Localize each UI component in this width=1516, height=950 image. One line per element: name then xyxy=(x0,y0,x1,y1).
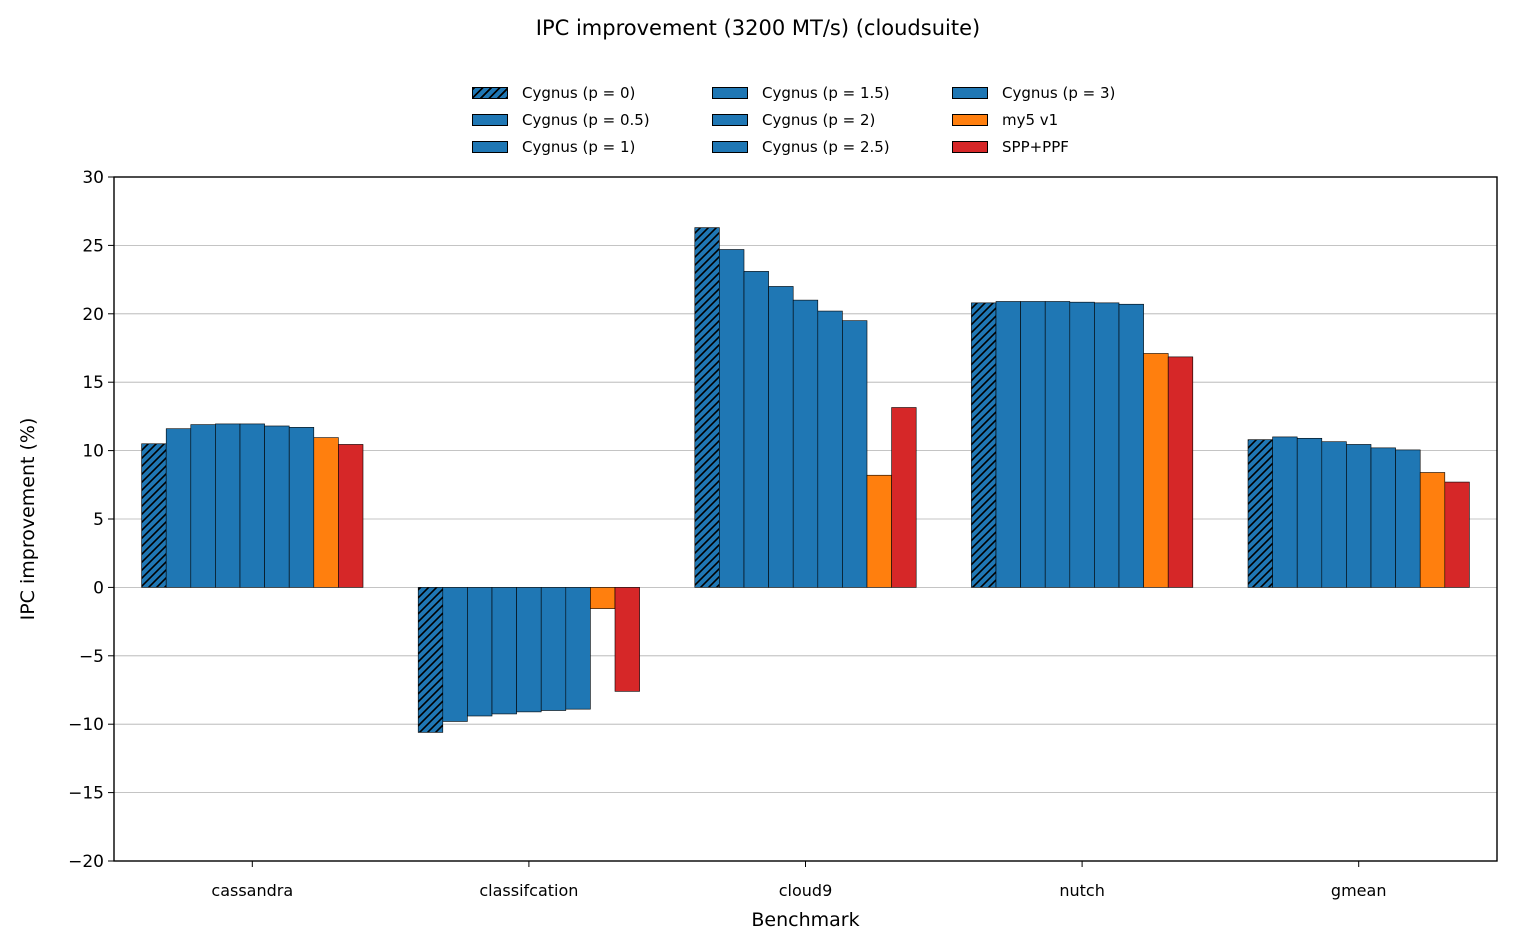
legend-label: Cygnus (p = 0.5) xyxy=(522,111,650,129)
bar-classifcation-0 xyxy=(417,587,444,733)
y-axis-label: IPC improvement (%) xyxy=(17,418,39,621)
bar-cassandra-1 xyxy=(165,428,192,588)
x-axis-label: Benchmark xyxy=(751,909,859,931)
bar-gmean-0 xyxy=(1247,439,1273,588)
bar-cassandra-3 xyxy=(215,423,241,588)
bar-classifcation-1 xyxy=(442,587,468,722)
legend-label: Cygnus (p = 2) xyxy=(762,111,876,129)
y-tick-label: 5 xyxy=(93,510,104,530)
bar-gmean-2 xyxy=(1296,437,1323,588)
legend-label: Cygnus (p = 3) xyxy=(1002,84,1116,102)
bar-nutch-7 xyxy=(1143,353,1169,588)
legend-item: Cygnus (p = 1) xyxy=(472,136,635,158)
legend-item: SPP+PPF xyxy=(952,136,1069,158)
y-tick-label: 30 xyxy=(82,168,104,188)
bar-nutch-2 xyxy=(1020,301,1046,588)
y-tick-label: 25 xyxy=(82,236,104,256)
bar-gmean-7 xyxy=(1419,472,1446,588)
bar-nutch-3 xyxy=(1044,301,1071,588)
legend-swatch xyxy=(952,114,988,126)
bar-classifcation-7 xyxy=(590,587,616,609)
legend-swatch xyxy=(712,87,748,99)
bar-classifcation-8 xyxy=(614,587,640,692)
bar-gmean-4 xyxy=(1346,444,1372,588)
bar-nutch-6 xyxy=(1118,303,1144,588)
bar-cloud9-6 xyxy=(842,320,868,588)
legend-item: my5 v1 xyxy=(952,109,1058,131)
legend-label: Cygnus (p = 2.5) xyxy=(762,138,890,156)
bar-cassandra-6 xyxy=(288,427,315,588)
bar-cassandra-5 xyxy=(264,425,290,588)
y-tick-label: −5 xyxy=(79,647,104,667)
bar-cloud9-3 xyxy=(768,286,794,588)
chart-title: IPC improvement (3200 MT/s) (cloudsuite) xyxy=(535,16,981,40)
legend-swatch xyxy=(712,141,748,153)
legend-swatch xyxy=(472,114,508,126)
bar-cassandra-4 xyxy=(239,423,265,588)
y-tick-label: 15 xyxy=(82,373,104,393)
bar-gmean-8 xyxy=(1444,481,1470,588)
legend-item: Cygnus (p = 2) xyxy=(712,109,875,131)
bar-gmean-6 xyxy=(1395,449,1421,588)
bar-cassandra-7 xyxy=(313,437,339,588)
bar-cloud9-8 xyxy=(891,407,917,588)
bar-cloud9-0 xyxy=(694,227,720,588)
bar-nutch-0 xyxy=(971,302,997,588)
legend-label: Cygnus (p = 1.5) xyxy=(762,84,890,102)
bar-classifcation-6 xyxy=(565,587,591,710)
legend-item: Cygnus (p = 1.5) xyxy=(712,82,890,104)
legend-swatch xyxy=(952,87,988,99)
bar-cassandra-8 xyxy=(338,444,364,588)
x-tick-label: classifcation xyxy=(479,881,578,900)
bar-classifcation-5 xyxy=(540,587,567,711)
bar-cloud9-2 xyxy=(743,271,769,588)
bar-cassandra-2 xyxy=(190,424,216,588)
x-tick-label: gmean xyxy=(1331,881,1387,900)
legend-item: Cygnus (p = 3) xyxy=(952,82,1115,104)
legend-label: Cygnus (p = 1) xyxy=(522,138,636,156)
x-tick-label: nutch xyxy=(1059,881,1105,900)
legend-swatch xyxy=(952,141,988,153)
bar-gmean-1 xyxy=(1272,436,1298,588)
bar-nutch-5 xyxy=(1094,302,1120,588)
y-tick-label: −15 xyxy=(68,784,104,804)
legend-label: my5 v1 xyxy=(1002,111,1059,129)
bar-classifcation-2 xyxy=(467,587,493,717)
bar-cloud9-1 xyxy=(719,249,745,588)
bar-cloud9-5 xyxy=(817,310,843,588)
y-tick-label: −20 xyxy=(68,852,104,872)
bar-gmean-5 xyxy=(1370,447,1396,588)
y-tick-label: 0 xyxy=(93,578,104,598)
bar-cassandra-0 xyxy=(141,443,167,588)
legend-swatch xyxy=(472,141,508,153)
x-tick-label: cassandra xyxy=(211,881,293,900)
legend-label: SPP+PPF xyxy=(1002,138,1069,156)
bar-cloud9-4 xyxy=(792,299,819,588)
legend-item: Cygnus (p = 2.5) xyxy=(712,136,890,158)
legend: Cygnus (p = 0) Cygnus (p = 0.5) Cygnus (p … xyxy=(466,82,1156,166)
y-tick-label: −10 xyxy=(68,715,104,735)
y-tick-label: 10 xyxy=(82,442,104,462)
y-tick-label: 20 xyxy=(82,305,104,325)
bar-gmean-3 xyxy=(1321,441,1347,588)
bar-nutch-1 xyxy=(995,301,1021,588)
legend-label: Cygnus (p = 0) xyxy=(522,84,636,102)
bar-nutch-4 xyxy=(1069,301,1095,588)
bar-classifcation-4 xyxy=(516,587,542,713)
bar-nutch-8 xyxy=(1167,356,1194,588)
plot-frame xyxy=(113,176,1498,862)
bar-classifcation-3 xyxy=(491,587,517,715)
legend-item: Cygnus (p = 0) xyxy=(472,82,635,104)
bar-cloud9-7 xyxy=(866,474,892,588)
x-tick-label: cloud9 xyxy=(779,881,833,900)
legend-item: Cygnus (p = 0.5) xyxy=(472,109,650,131)
legend-swatch xyxy=(712,114,748,126)
legend-swatch xyxy=(472,87,508,99)
